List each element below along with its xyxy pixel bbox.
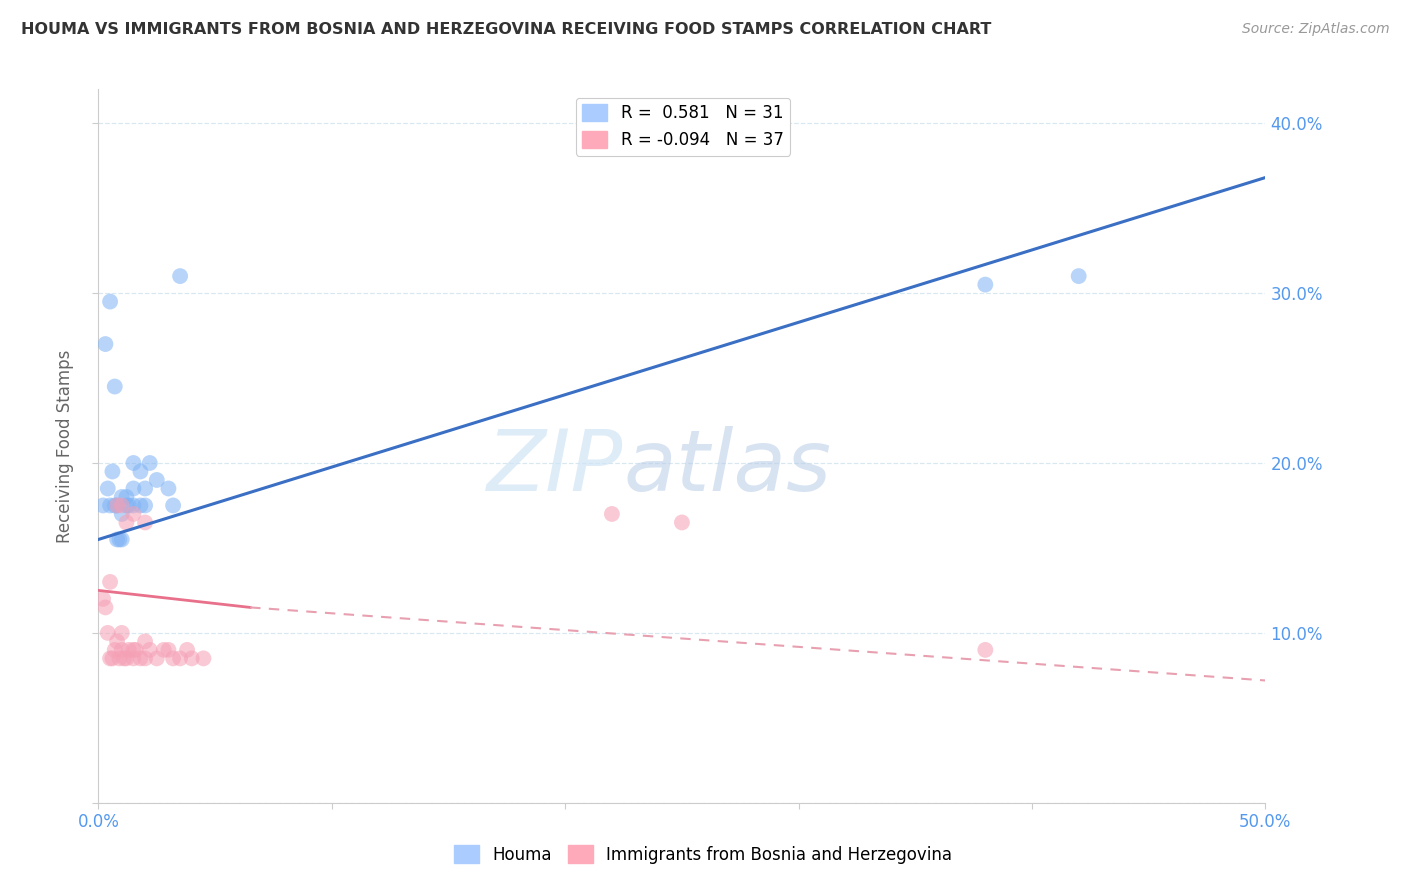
Point [152,643,174,657]
Point [111,499,134,513]
Point [134,634,156,648]
Point [671,516,693,530]
Point [104,379,127,393]
Point [98,294,121,309]
Point [111,507,134,521]
Point [97,626,120,640]
Point [115,651,138,665]
Point [180,651,202,665]
Point [115,499,138,513]
Point [157,482,180,496]
Point [134,499,156,513]
Point [94,337,117,351]
Point [111,533,134,547]
Point [94,600,117,615]
Point [122,482,145,496]
Point [97,482,120,496]
Point [974,643,997,657]
Point [162,499,184,513]
Point [112,651,135,665]
Point [146,473,169,487]
Point [108,533,131,547]
Point [1067,269,1090,284]
Legend: R =  0.581   N = 31, R = -0.094   N = 37: R = 0.581 N = 31, R = -0.094 N = 37 [575,97,790,155]
Point [122,651,145,665]
Point [91,499,114,513]
Point [193,651,215,665]
Point [101,465,124,479]
Point [118,499,141,513]
Point [129,465,152,479]
Text: ZIP: ZIP [488,425,624,509]
Point [122,456,145,470]
Point [129,499,152,513]
Point [98,574,121,589]
Point [111,490,134,504]
Point [146,651,169,665]
Point [98,651,121,665]
Point [162,651,184,665]
Point [134,482,156,496]
Point [118,643,141,657]
Point [157,643,180,657]
Point [98,499,121,513]
Point [122,499,145,513]
Point [108,651,131,665]
Point [104,643,127,657]
Point [105,499,128,513]
Point [104,499,127,513]
Point [169,269,191,284]
Point [139,643,162,657]
Text: atlas: atlas [624,425,831,509]
Point [122,507,145,521]
Point [129,651,152,665]
Legend: Houma, Immigrants from Bosnia and Herzegovina: Houma, Immigrants from Bosnia and Herzeg… [447,838,959,871]
Text: HOUMA VS IMMIGRANTS FROM BOSNIA AND HERZEGOVINA RECEIVING FOOD STAMPS CORRELATIO: HOUMA VS IMMIGRANTS FROM BOSNIA AND HERZ… [21,22,991,37]
Point [134,651,156,665]
Point [134,516,156,530]
Point [111,643,134,657]
Point [105,533,128,547]
Point [600,507,623,521]
Point [122,643,145,657]
Point [91,591,114,606]
Point [176,643,198,657]
Point [974,277,997,292]
Text: Source: ZipAtlas.com: Source: ZipAtlas.com [1241,22,1389,37]
Point [101,651,124,665]
Point [125,643,148,657]
Point [115,516,138,530]
Point [111,626,134,640]
Point [115,490,138,504]
Point [105,499,128,513]
Point [105,634,128,648]
Point [169,651,191,665]
Y-axis label: Receiving Food Stamps: Receiving Food Stamps [56,350,75,542]
Point [139,456,162,470]
